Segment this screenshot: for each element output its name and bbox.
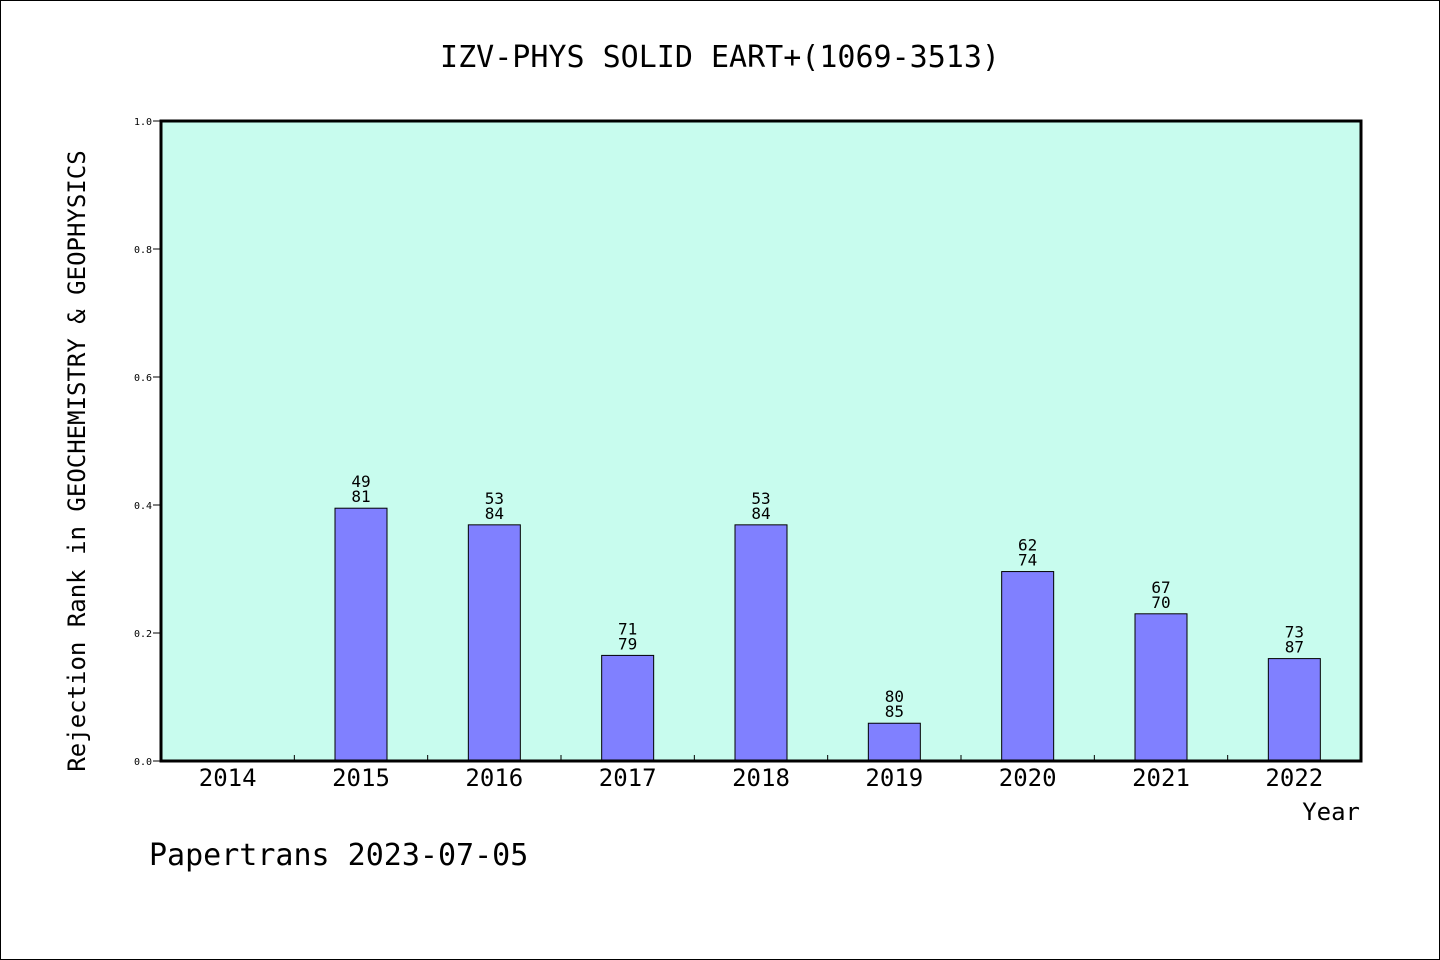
bar-2021: [1134, 613, 1188, 762]
x-tick-label-2014: 2014: [199, 764, 257, 792]
bar-2016: [467, 524, 521, 762]
bar-2015: [334, 507, 388, 762]
y-tick-label-1.0: 1.0: [134, 117, 152, 128]
y-tick-label-0.6: 0.6: [134, 373, 152, 384]
bar-label-bottom-2015: 81: [351, 487, 370, 506]
bar-label-bottom-2018: 84: [751, 504, 770, 523]
bar-label-top-2015: 49: [351, 472, 370, 491]
bar-label-bottom-2021: 70: [1151, 593, 1170, 612]
footer-text: Papertrans 2023-07-05: [149, 838, 528, 873]
bar-label-top-2020: 62: [1018, 536, 1037, 555]
bar-label-top-2022: 73: [1285, 623, 1304, 642]
bar-2020: [1001, 571, 1055, 762]
y-tick-label-0.0: 0.0: [134, 757, 152, 768]
bar-label-bottom-2019: 85: [885, 702, 904, 721]
bar-2017: [601, 654, 655, 762]
bar-label-top-2019: 80: [885, 687, 904, 706]
plot-border: [159, 119, 1363, 763]
bar-2019: [867, 722, 921, 762]
x-tick-label-2016: 2016: [465, 764, 523, 792]
bar-label-bottom-2022: 87: [1285, 638, 1304, 657]
x-tick-label-2022: 2022: [1265, 764, 1323, 792]
bar-label-bottom-2016: 84: [485, 504, 504, 523]
bar-label-top-2016: 53: [485, 489, 504, 508]
y-axis-label: Rejection Rank in GEOCHEMISTRY & GEOPHYS…: [63, 150, 91, 771]
x-tick-label-2017: 2017: [599, 764, 657, 792]
x-axis-label: Year: [1302, 798, 1360, 826]
x-axis-ticks: 2014 2015 2016 2017 2018 2019 2020 2021 2022: [199, 755, 1323, 792]
bar-2018: [734, 524, 788, 762]
bar-label-bottom-2020: 74: [1018, 551, 1037, 570]
y-tick-label-0.4: 0.4: [134, 501, 152, 512]
bar-label-top-2018: 53: [751, 489, 770, 508]
bar-label-bottom-2017: 79: [618, 634, 637, 653]
bar-label-top-2021: 67: [1151, 578, 1170, 597]
x-tick-label-2021: 2021: [1132, 764, 1190, 792]
y-tick-label-0.8: 0.8: [134, 245, 152, 256]
x-tick-label-2015: 2015: [332, 764, 390, 792]
y-axis-ticks: 0.0 0.2 0.4 0.6 0.8 1.0: [134, 117, 161, 768]
chart-title: IZV-PHYS SOLID EART+(1069-3513): [440, 40, 1000, 75]
y-tick-label-0.2: 0.2: [134, 629, 152, 640]
x-tick-label-2019: 2019: [865, 764, 923, 792]
x-tick-label-2018: 2018: [732, 764, 790, 792]
bar-label-top-2017: 71: [618, 619, 637, 638]
x-tick-label-2020: 2020: [999, 764, 1057, 792]
bar-2022: [1267, 658, 1321, 762]
